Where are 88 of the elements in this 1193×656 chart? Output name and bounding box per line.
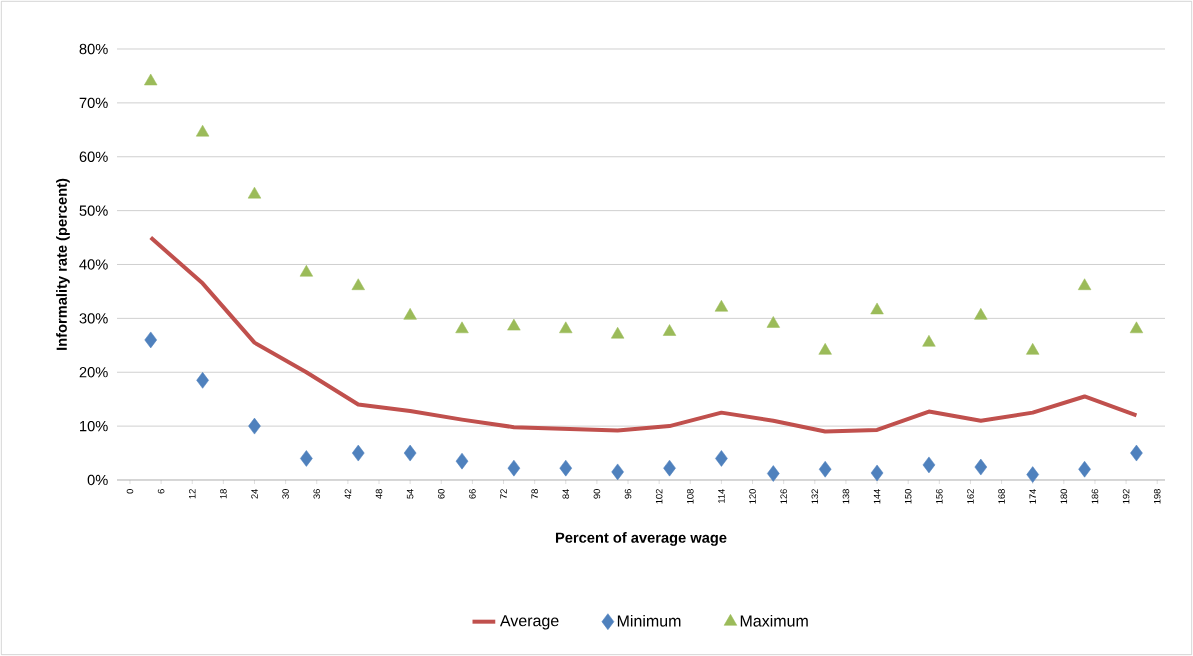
x-tick-label: 132 bbox=[811, 489, 819, 504]
x-tick-label: 198 bbox=[1153, 489, 1161, 504]
point bbox=[818, 343, 832, 355]
x-tick-label: 90 bbox=[593, 489, 601, 499]
point bbox=[1130, 444, 1143, 462]
y-tick-label: 80% bbox=[79, 43, 108, 55]
point bbox=[351, 444, 365, 462]
point bbox=[767, 465, 780, 482]
x-tick-label: 36 bbox=[313, 489, 321, 499]
x-tick-label: 30 bbox=[282, 489, 289, 499]
point bbox=[144, 331, 157, 349]
x-tick-label: 126 bbox=[780, 489, 787, 504]
point bbox=[1026, 466, 1039, 483]
x-tick-label: 168 bbox=[998, 489, 1005, 504]
x-tick-label: 0 bbox=[126, 489, 134, 494]
x-tick-label: 114 bbox=[718, 488, 725, 503]
x-tick-label: 66 bbox=[469, 489, 476, 499]
x-tick-label: 156 bbox=[936, 489, 943, 504]
point bbox=[144, 73, 158, 86]
y-tick-label: 50% bbox=[79, 205, 108, 216]
point bbox=[715, 450, 728, 467]
point bbox=[870, 302, 884, 315]
x-tick-label: 120 bbox=[749, 489, 756, 504]
point bbox=[247, 186, 262, 199]
x-tick-label: 72 bbox=[500, 489, 507, 499]
point bbox=[1078, 460, 1091, 478]
point bbox=[403, 308, 417, 320]
y-tick-label: 10% bbox=[80, 420, 108, 432]
x-tick-label: 162 bbox=[967, 489, 974, 504]
y-tick-label: 30% bbox=[79, 313, 108, 324]
point bbox=[455, 321, 469, 334]
point bbox=[611, 463, 624, 481]
x-tick-label: 48 bbox=[375, 489, 383, 499]
x-tick-label: 150 bbox=[904, 489, 912, 504]
point bbox=[300, 450, 313, 467]
y-axis-title: Informality rate (percent) bbox=[56, 178, 70, 350]
x-tick-label: 6 bbox=[157, 489, 165, 494]
point bbox=[818, 460, 832, 478]
x-tick-label: 180 bbox=[1060, 489, 1068, 504]
y-tick-label: 20% bbox=[79, 367, 108, 378]
legend-label: Average bbox=[499, 615, 559, 630]
point bbox=[559, 321, 573, 334]
x-tick-label: 174 bbox=[1029, 488, 1036, 504]
y-tick-label: 0% bbox=[87, 474, 108, 486]
point bbox=[351, 278, 365, 290]
point bbox=[1129, 321, 1144, 334]
point bbox=[559, 459, 573, 477]
point bbox=[455, 452, 469, 470]
point bbox=[196, 372, 209, 389]
x-tick-label: 42 bbox=[344, 489, 352, 499]
y-tick-label: 60% bbox=[79, 151, 108, 162]
x-tick-label: 54 bbox=[406, 488, 414, 499]
point bbox=[299, 264, 313, 277]
point bbox=[507, 459, 521, 477]
x-tick-label: 60 bbox=[437, 489, 445, 499]
x-tick-label: 78 bbox=[531, 489, 538, 499]
legend-label: Maximum bbox=[740, 614, 808, 627]
x-tick-label: 96 bbox=[624, 489, 632, 499]
x-tick-label: 108 bbox=[687, 489, 694, 504]
point bbox=[611, 326, 625, 339]
point bbox=[663, 459, 676, 477]
x-tick-label: 102 bbox=[655, 489, 663, 504]
point bbox=[974, 458, 988, 476]
point bbox=[870, 464, 884, 482]
x-tick-label: 144 bbox=[873, 488, 881, 504]
point bbox=[714, 299, 729, 312]
point bbox=[922, 335, 936, 347]
x-tick-label: 192 bbox=[1122, 489, 1130, 504]
point bbox=[766, 316, 780, 328]
point bbox=[507, 318, 521, 331]
point bbox=[662, 324, 677, 336]
x-tick-label: 186 bbox=[1091, 489, 1099, 504]
y-tick-label: 40% bbox=[79, 259, 108, 270]
point bbox=[922, 456, 936, 474]
x-tick-label: 12 bbox=[188, 489, 196, 499]
point bbox=[248, 417, 261, 435]
x-tick-label: 138 bbox=[842, 489, 850, 504]
x-axis-title: Percent of average wage bbox=[555, 532, 727, 546]
legend-label: Minimum bbox=[617, 614, 681, 627]
x-tick-label: 84 bbox=[562, 488, 570, 499]
point bbox=[1077, 278, 1092, 290]
y-tick-label: 70% bbox=[79, 97, 108, 109]
point bbox=[195, 124, 210, 137]
x-tick-label: 24 bbox=[251, 488, 258, 499]
point bbox=[403, 444, 417, 462]
point bbox=[1026, 343, 1040, 355]
x-tick-label: 18 bbox=[220, 489, 227, 499]
point bbox=[974, 308, 988, 320]
